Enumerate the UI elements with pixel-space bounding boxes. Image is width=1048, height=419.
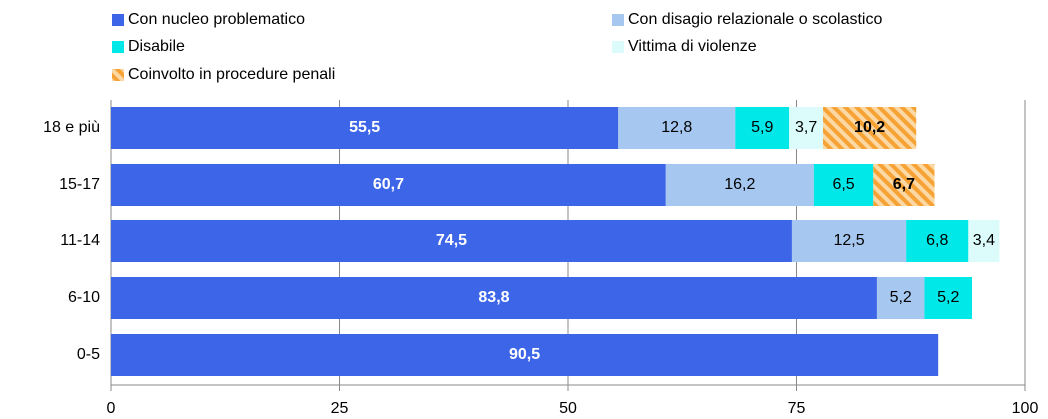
data-label: 5,2 [937, 289, 959, 306]
data-label: 5,9 [751, 119, 773, 136]
data-label: 10,2 [854, 119, 885, 136]
y-tick-label: 15-17 [59, 176, 100, 193]
bar-segment [735, 107, 790, 149]
legend-swatch [112, 69, 124, 81]
bar-segment [111, 334, 939, 376]
data-label: 55,5 [349, 119, 380, 136]
bar-segment [876, 277, 925, 319]
legend-label: Con nucleo problematico [128, 11, 305, 28]
y-tick-label: 0-5 [77, 346, 100, 363]
x-tick-label: 50 [559, 400, 577, 417]
data-label: 12,5 [833, 232, 864, 249]
bar-segment [791, 220, 907, 262]
legend-swatch [112, 41, 124, 53]
bar-segment [873, 164, 935, 206]
data-label: 3,4 [973, 232, 995, 249]
legend-label: Vittima di violenze [628, 38, 757, 55]
data-label: 74,5 [436, 232, 467, 249]
legend-swatch [612, 41, 624, 53]
data-label: 16,2 [724, 176, 755, 193]
legend-label: Con disagio relazionale o scolastico [628, 11, 882, 28]
data-label: 6,8 [926, 232, 948, 249]
bar-segment [111, 107, 619, 149]
data-label: 90,5 [509, 346, 540, 363]
bar-segment [813, 164, 874, 206]
data-label: 5,2 [890, 289, 912, 306]
y-tick-label: 18 e più [43, 119, 100, 136]
data-label: 3,7 [795, 119, 817, 136]
bar-segment [111, 164, 666, 206]
legend-swatch [112, 14, 124, 26]
bar-segment [111, 277, 877, 319]
data-label: 83,8 [478, 289, 509, 306]
data-label: 6,5 [832, 176, 854, 193]
y-tick-label: 6-10 [68, 289, 100, 306]
data-label: 60,7 [373, 176, 404, 193]
legend-label: Coinvolto in procedure penali [128, 66, 335, 83]
legend-swatch [612, 14, 624, 26]
data-label: 12,8 [661, 119, 692, 136]
data-label: 6,7 [893, 176, 915, 193]
x-tick-label: 75 [788, 400, 806, 417]
x-tick-label: 100 [1012, 400, 1039, 417]
bar-segment [924, 277, 972, 319]
bar-segment [111, 220, 792, 262]
legend-label: Disabile [128, 38, 185, 55]
x-tick-label: 25 [331, 400, 349, 417]
bar-segment [789, 107, 824, 149]
bar-segment [968, 220, 1000, 262]
bar-segment [823, 107, 917, 149]
bar-segment [906, 220, 969, 262]
bar-segment [618, 107, 736, 149]
bar-segment [665, 164, 814, 206]
x-tick-label: 0 [107, 400, 116, 417]
y-tick-label: 11-14 [60, 232, 100, 249]
